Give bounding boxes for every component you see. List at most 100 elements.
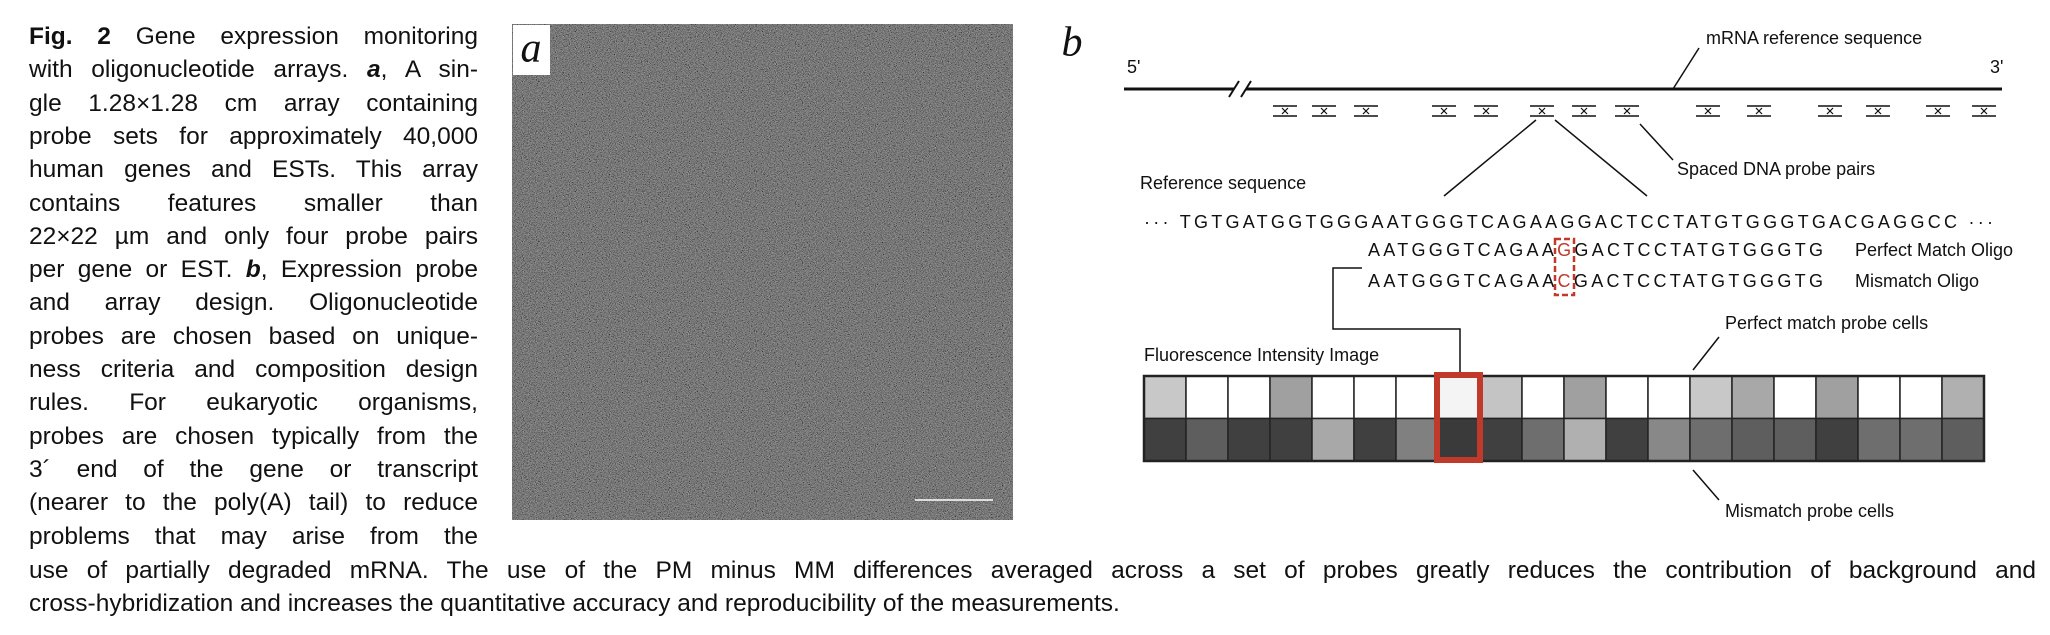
leader (1672, 47, 1700, 90)
mismatch-mark (1482, 107, 1490, 115)
oligo-sequence: AATGGGTCAGAA C GACTCCTATGTGGGTG (1368, 271, 1823, 291)
mismatch-mark (1362, 107, 1370, 115)
probe-pair (1432, 105, 1456, 117)
caption-line: 3´ end of the gene or transcript (29, 455, 478, 483)
mismatch-cell (1941, 417, 1985, 462)
mismatch-cell (1311, 417, 1355, 462)
probe-pair (1312, 105, 1336, 117)
mismatch-mark (1755, 107, 1763, 115)
panel-label: a (521, 26, 542, 72)
perfect-match-cell (1647, 375, 1691, 420)
mismatch-mark (1538, 107, 1546, 115)
text: per gene or EST. (29, 256, 246, 284)
mismatch-mark (1580, 107, 1588, 115)
caption-line: and array design. Oligonucleotide (29, 289, 478, 317)
end-label: 5' (1127, 57, 1140, 77)
seq-part: GACTCCTATGTGGGTG (1574, 240, 1823, 260)
text: with oligonucleotide arrays. (29, 56, 368, 84)
caption-line: ness criteria and composition design (29, 356, 478, 383)
perfect-match-cell (1521, 375, 1565, 420)
perfect-match-cell (1311, 375, 1355, 420)
perfect-match-cell (1857, 375, 1901, 420)
mismatch-mark (1320, 107, 1328, 115)
highlight-box (1434, 372, 1483, 463)
annotation: Reference sequence (1140, 173, 1306, 193)
zoom-line (1443, 119, 1537, 197)
annotation: Mismatch Oligo (1855, 271, 1979, 291)
mismatch-cell (1647, 417, 1691, 462)
annotation: Spaced DNA probe pairs (1677, 159, 1875, 179)
perfect-match-cell (1773, 375, 1817, 420)
annotation: Perfect Match Oligo (1855, 240, 2013, 260)
zoom-line (1554, 119, 1648, 197)
seq-highlight: G (1557, 240, 1571, 260)
mismatch-cell (1731, 417, 1775, 462)
caption-line: cross-hybridization and increases the qu… (29, 590, 1120, 618)
array-noise (512, 24, 1013, 520)
leader (1692, 469, 1720, 501)
annotation: Fluorescence Intensity Image (1144, 345, 1379, 365)
panel-ref: a (367, 56, 381, 84)
caption-line: probe sets for approximately 40,000 (29, 122, 478, 150)
leader (1639, 123, 1674, 161)
mismatch-cell (1521, 417, 1565, 462)
caption-line: human genes and ESTs. This array (29, 156, 478, 184)
probe-pair (1354, 105, 1378, 117)
text: Gene expression monitoring (110, 23, 478, 50)
probe-pair (1972, 105, 1996, 117)
annotation: mRNA reference sequence (1706, 28, 1922, 48)
perfect-match-cell (1563, 375, 1607, 420)
mismatch-cell (1227, 417, 1271, 462)
caption-line: gle 1.28×1.28 cm array containing (29, 89, 478, 117)
mismatch-cell (1269, 417, 1313, 462)
connector (1332, 267, 1461, 375)
probe-pair (1818, 105, 1842, 117)
mismatch-cell (1689, 417, 1733, 462)
probe-pair (1866, 105, 1890, 117)
mismatch-cell (1143, 417, 1187, 462)
mismatch-mark (1281, 107, 1289, 115)
perfect-match-cell (1185, 375, 1229, 420)
mismatch-cell (1857, 417, 1901, 462)
text: , Expression probe (260, 256, 478, 284)
annotation: Perfect match probe cells (1725, 313, 1928, 333)
caption-line: 22×22 µm and only four probe pairs (29, 222, 478, 250)
perfect-match-cell (1941, 375, 1985, 420)
mismatch-cell (1185, 417, 1229, 462)
mismatch-cell (1773, 417, 1817, 462)
leader (1692, 336, 1720, 371)
mismatch-cell (1605, 417, 1649, 462)
break-mark (1228, 80, 1240, 98)
break-mark (1240, 80, 1252, 98)
mismatch-mark (1934, 107, 1942, 115)
label-box (513, 25, 550, 75)
perfect-match-cell (1395, 375, 1439, 420)
perfect-match-cell (1143, 375, 1187, 420)
seq-part: AATGGGTCAGAA (1368, 240, 1554, 260)
panel-ref: b (245, 256, 261, 284)
caption-line: rules. For eukaryotic organisms, (29, 389, 478, 417)
perfect-match-cell (1437, 375, 1481, 420)
seq-highlight: C (1558, 271, 1571, 291)
grid-border (1142, 374, 1986, 463)
oligo-sequence: AATGGGTCAGAA G GACTCCTATGTGGGTG (1368, 240, 1823, 260)
mismatch-mark (1440, 107, 1448, 115)
mismatch-cell (1563, 417, 1607, 462)
mismatch-mark (1623, 107, 1631, 115)
mismatch-mark (1826, 107, 1834, 115)
mismatch-mark (1704, 107, 1712, 115)
caption-line: contains features smaller than (29, 189, 478, 217)
probe-pair (1572, 105, 1596, 117)
mismatch-cell (1479, 417, 1523, 462)
perfect-match-cell (1269, 375, 1313, 420)
seq-part: AATGGGTCAGAA (1368, 271, 1554, 291)
perfect-match-cell (1731, 375, 1775, 420)
probe-pair (1926, 105, 1950, 117)
panel-label: b (1062, 20, 1083, 66)
mismatch-box (1553, 237, 1576, 297)
probe-pair (1696, 105, 1720, 117)
probe-pair (1747, 105, 1771, 117)
probe-pair (1530, 105, 1554, 117)
